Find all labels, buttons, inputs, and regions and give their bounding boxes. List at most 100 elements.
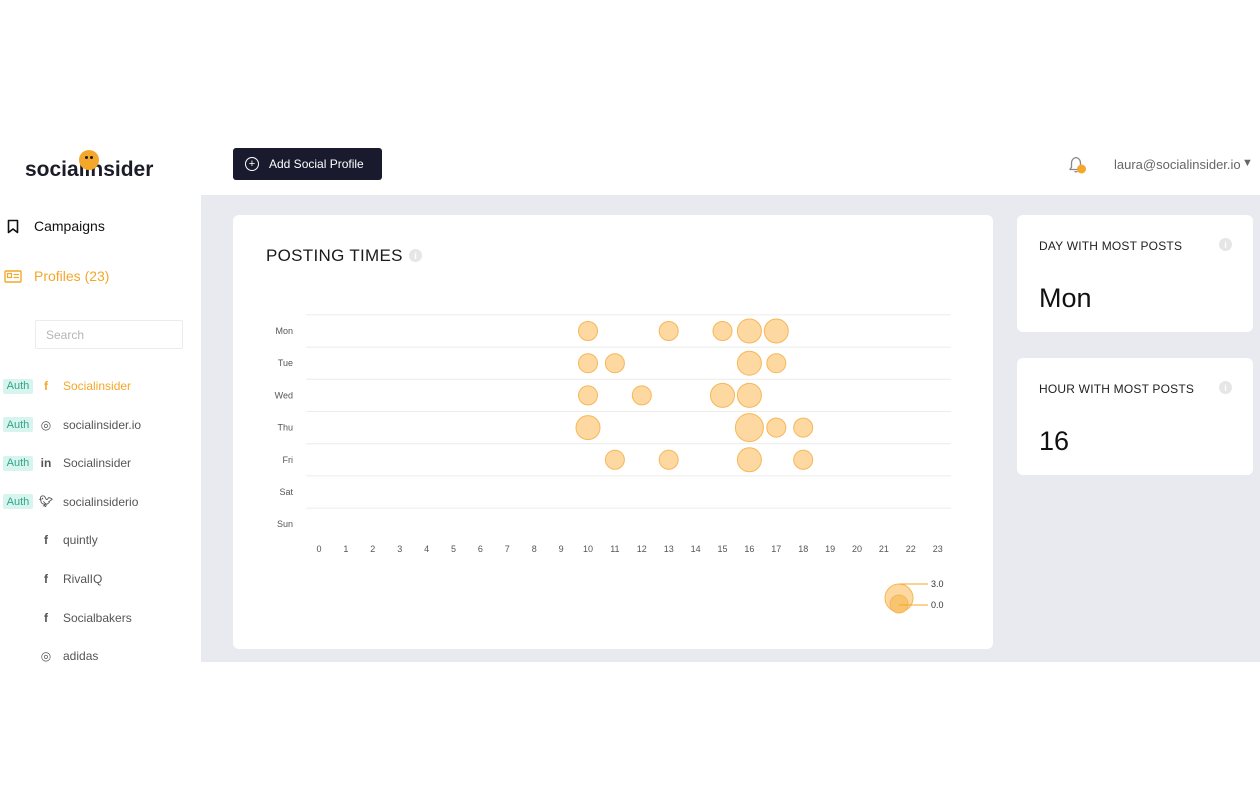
profile-item[interactable]: ◎ adidas <box>3 648 99 662</box>
x-tick-label: 2 <box>370 544 375 554</box>
bubble-fri-16[interactable] <box>736 447 762 473</box>
legend-bubble-min <box>889 594 909 614</box>
add-button-label: Add Social Profile <box>269 157 364 171</box>
x-tick-label: 23 <box>933 544 943 554</box>
profile-name: quintly <box>63 533 98 548</box>
user-menu-caret-icon[interactable]: ▼ <box>1242 157 1253 169</box>
stat-value: 16 <box>1039 426 1070 456</box>
profile-item[interactable]: f Socialbakers <box>3 610 132 626</box>
legend-min-label: 0.0 <box>931 600 944 610</box>
linkedin-icon: in <box>40 456 52 471</box>
y-tick-label: Mon <box>275 326 293 336</box>
x-tick-label: 18 <box>798 544 808 554</box>
instagram-icon: ◎ <box>40 417 52 432</box>
day-most-posts-card: DAY WITH MOST POSTS i Mon <box>1017 215 1253 332</box>
facebook-icon: f <box>44 572 48 586</box>
bubble-fri-11[interactable] <box>604 449 625 470</box>
auth-badge: Auth <box>3 417 33 433</box>
bubble-mon-10[interactable] <box>578 321 598 341</box>
x-tick-label: 16 <box>744 544 754 554</box>
profile-item[interactable]: Auth 🐦︎ socialinsiderio <box>3 494 138 510</box>
x-tick-label: 14 <box>691 544 701 554</box>
profile-name: Socialinsider <box>63 379 132 393</box>
bubble-tue-17[interactable] <box>766 353 787 374</box>
bubble-mon-16[interactable] <box>736 318 762 344</box>
bubble-tue-11[interactable] <box>604 353 625 374</box>
stat-value: Mon <box>1039 283 1092 313</box>
y-tick-label: Sat <box>279 487 293 497</box>
profile-name: socialinsiderio <box>63 494 139 509</box>
x-tick-label: 5 <box>451 544 456 554</box>
bubble-tue-16[interactable] <box>736 350 762 376</box>
x-tick-label: 20 <box>852 544 862 554</box>
add-social-profile-button[interactable]: + Add Social Profile <box>233 148 382 180</box>
chart-title: POSTING TIMES <box>266 246 403 265</box>
profile-search-input[interactable] <box>35 320 183 349</box>
bubble-wed-10[interactable] <box>578 385 598 406</box>
bubble-thu-10[interactable] <box>575 415 601 441</box>
bubble-fri-13[interactable] <box>658 449 679 470</box>
auth-badge: Auth <box>3 378 33 394</box>
x-tick-label: 12 <box>637 544 647 554</box>
bubble-fri-18[interactable] <box>793 449 814 470</box>
bubble-thu-18[interactable] <box>793 417 814 438</box>
x-tick-label: 13 <box>664 544 674 554</box>
info-icon[interactable]: i <box>1219 238 1232 251</box>
bubble-tue-10[interactable] <box>578 353 598 374</box>
notification-bell-icon[interactable] <box>1068 154 1088 176</box>
profile-name: RivalIQ <box>63 572 103 586</box>
info-icon[interactable]: i <box>1219 381 1232 394</box>
x-tick-label: 4 <box>424 544 429 554</box>
profile-name: socialinsider.io <box>63 417 142 432</box>
bubble-wed-15[interactable] <box>710 382 735 408</box>
sidebar-item-label: Profiles (23) <box>34 268 110 284</box>
instagram-icon: ◎ <box>40 649 52 662</box>
sidebar-item-label: Campaigns <box>34 218 105 234</box>
plus-circle-icon: + <box>245 157 259 171</box>
facebook-icon: f <box>44 610 48 625</box>
x-tick-label: 17 <box>771 544 781 554</box>
bubble-mon-13[interactable] <box>658 321 679 341</box>
facebook-icon: f <box>44 379 48 393</box>
bubble-mon-17[interactable] <box>763 318 789 344</box>
bubble-size-legend: 3.0 0.0 <box>884 579 944 614</box>
bubble-mon-15[interactable] <box>712 321 733 341</box>
x-tick-label: 19 <box>825 544 835 554</box>
app-window: socialinsider Campaigns Profiles (23) Au… <box>0 138 1260 662</box>
x-tick-label: 22 <box>906 544 916 554</box>
x-tick-label: 8 <box>532 544 537 554</box>
top-bar: + Add Social Profile laura@socialinsider… <box>201 138 1260 195</box>
logo-smiley-icon <box>79 150 99 170</box>
bubble-thu-16[interactable] <box>734 413 764 443</box>
profile-name: adidas <box>63 649 99 662</box>
profile-item[interactable]: f RivalIQ <box>3 571 102 587</box>
x-tick-label: 10 <box>583 544 593 554</box>
bookmark-icon <box>2 219 24 234</box>
x-tick-label: 15 <box>717 544 727 554</box>
hour-most-posts-card: HOUR WITH MOST POSTS i 16 <box>1017 358 1253 475</box>
profile-item[interactable]: Auth ◎ socialinsider.io <box>3 417 141 433</box>
profile-item[interactable]: f quintly <box>3 532 98 548</box>
legend-max-label: 3.0 <box>931 579 944 589</box>
sidebar-item-profiles[interactable]: Profiles (23) <box>0 264 109 288</box>
user-email[interactable]: laura@socialinsider.io <box>1114 157 1241 172</box>
info-icon[interactable]: i <box>409 249 422 262</box>
sidebar: socialinsider Campaigns Profiles (23) Au… <box>0 138 201 662</box>
twitter-icon: 🐦︎ <box>39 496 53 509</box>
auth-badge: Auth <box>3 455 33 471</box>
y-tick-label: Fri <box>283 455 294 465</box>
auth-badge: Auth <box>3 494 33 510</box>
bubble-wed-16[interactable] <box>736 382 762 408</box>
stat-label: DAY WITH MOST POSTS <box>1039 239 1183 253</box>
x-tick-label: 0 <box>316 544 321 554</box>
x-tick-label: 11 <box>610 544 619 554</box>
bubble-wed-12[interactable] <box>631 385 652 406</box>
bubble-thu-17[interactable] <box>766 417 787 438</box>
profile-name: Socialinsider <box>63 456 132 471</box>
profile-item[interactable]: Auth in Socialinsider <box>3 455 131 471</box>
profile-item[interactable]: Auth f Socialinsider <box>3 378 131 394</box>
x-tick-label: 21 <box>879 544 889 554</box>
profile-card-icon <box>2 269 24 283</box>
sidebar-item-campaigns[interactable]: Campaigns <box>0 214 105 238</box>
